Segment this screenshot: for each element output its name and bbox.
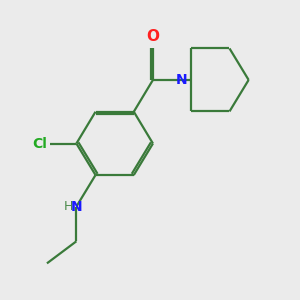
Text: N: N bbox=[176, 73, 188, 87]
Text: N: N bbox=[70, 200, 82, 214]
Text: Cl: Cl bbox=[33, 136, 47, 151]
Text: H: H bbox=[64, 200, 73, 213]
Text: O: O bbox=[146, 29, 159, 44]
